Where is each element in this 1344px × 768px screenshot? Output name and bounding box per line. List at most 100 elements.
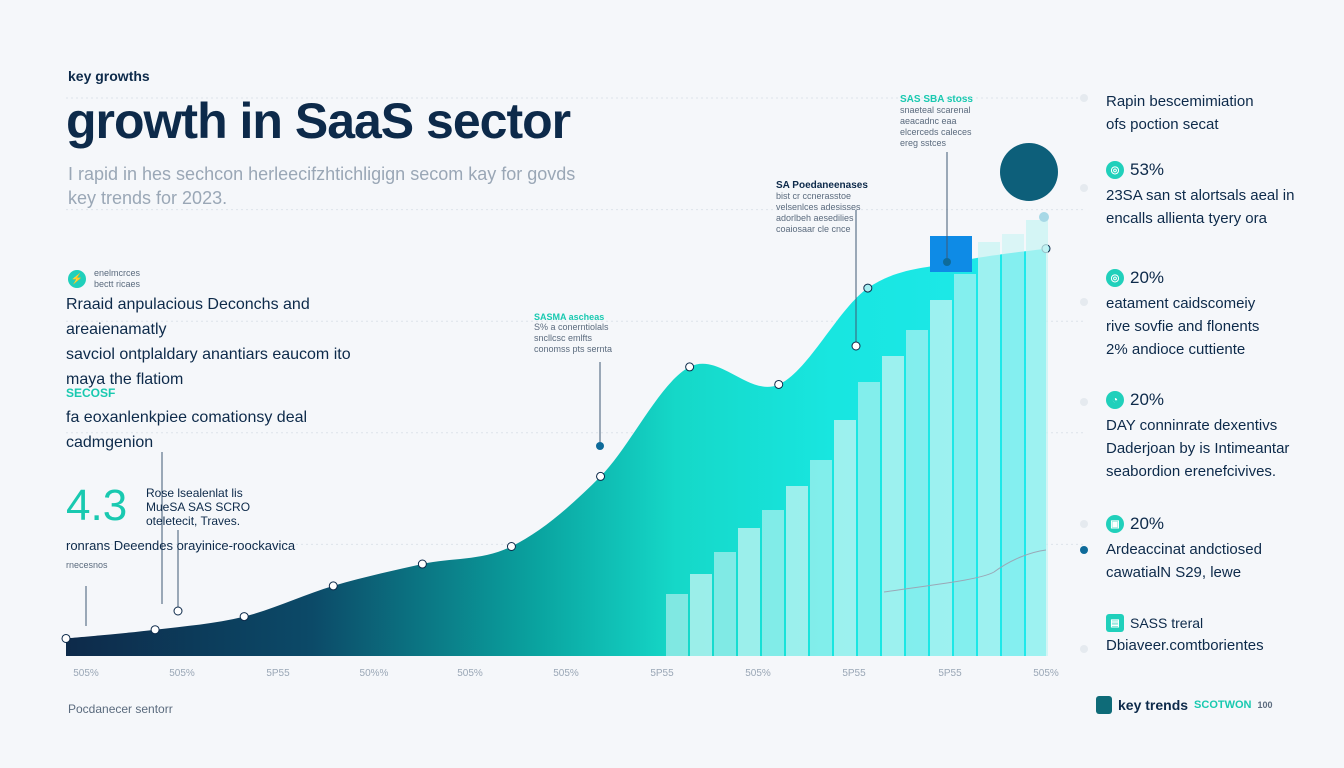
left-block-2-label: SECOSF (66, 386, 116, 400)
right-item-0-line-1: Rapin bescemimiation (1106, 93, 1254, 110)
right-item-3-line-1: DAY conninrate dexentivs (1106, 417, 1278, 434)
left-block-2-text: fa eoxanlenkpiee comationsy deal cadmgen… (66, 405, 326, 455)
right-bullet-3 (1080, 398, 1088, 406)
right-item-1-pct: 53% (1130, 160, 1165, 179)
brand-logo-icon (1096, 696, 1112, 714)
right-item-2: ◎ 20% eatament caidscomeiy rive sovfie an… (1106, 268, 1259, 361)
right-bullet-4 (1080, 520, 1088, 528)
right-item-2-pct: 20% (1130, 268, 1165, 287)
annotation-1-line-3: conomss pts sernta (534, 344, 613, 354)
left-block-1-text: Rraaid anpulacious Deconchs and areaiena… (66, 292, 396, 392)
x-tick-labels: 505% 505% 5P55 50%% 505% 505% 5P55 505% 5P55 5P55… (73, 668, 1059, 679)
x-tick-2: 5P55 (266, 668, 290, 679)
data-point-6 (596, 471, 606, 481)
right-item-5-title: SASS treral (1130, 615, 1204, 631)
footer-brand-tiny: 100 (1257, 700, 1273, 710)
right-item-3-line-2: Daderjoan by is Intimeantar (1106, 440, 1290, 457)
clock-icon: ◔ (1106, 391, 1124, 409)
left-block-1: ⚡ enelmcrces bectt ricaes (68, 268, 140, 290)
subtitle-line-2: key trends for 2023. (68, 188, 228, 208)
annotation-2-line-3: adorlbeh aesedilies (776, 213, 854, 223)
overlay-bar-13 (978, 242, 1000, 656)
right-bullet-5 (1080, 645, 1088, 653)
data-point-4 (417, 559, 427, 569)
overlay-bar-2 (714, 552, 736, 656)
overlay-layer (666, 143, 1058, 656)
document-icon: ▤ (1106, 614, 1124, 632)
annotation-3-line-2: aeacadnc eaa (900, 116, 957, 126)
left-block-2-line-1: fa eoxanlenkpiee comationsy deal (66, 409, 308, 426)
annotation-3-line-3: elcerceds caleces (900, 127, 972, 137)
right-bullet-1 (1080, 184, 1088, 192)
annotation-1-title: SASMA ascheas (534, 312, 605, 322)
data-point-3 (328, 581, 338, 591)
annotation-2-title: SA Poedaneenases (776, 180, 868, 191)
right-item-1-line-2: encalls allienta tyery ora (1106, 210, 1267, 227)
right-item-2-line-1: eatament caidscomeiy (1106, 295, 1256, 312)
overlay-bar-9 (882, 356, 904, 656)
x-tick-6: 5P55 (650, 668, 674, 679)
data-point-7 (685, 362, 695, 372)
blue-highlight-block (930, 236, 972, 272)
footer-source: Pocdanecer sentorr (68, 702, 173, 716)
left-block-1-small-2: bectt ricaes (94, 279, 141, 289)
overlay-bar-12 (954, 274, 976, 656)
overlay-bar-14 (1002, 234, 1024, 656)
marker-ann3 (943, 258, 951, 266)
right-item-4-pct: 20% (1130, 514, 1165, 533)
x-tick-5: 505% (553, 668, 579, 679)
trend-line (883, 549, 1047, 593)
x-tick-9: 5P55 (938, 668, 962, 679)
overlay-bar-11 (930, 300, 952, 656)
overlay-bar-0 (666, 594, 688, 656)
right-item-2-line-3: 2% andioce cuttiente (1106, 341, 1246, 358)
marker-right-4 (1080, 546, 1088, 554)
annotation-2-line-4: coaiosaar cle cnce (776, 224, 851, 234)
annotation-1-line-1: S% a conerntiolals (534, 322, 609, 332)
annotation-3-line-4: ereg sstces (900, 138, 947, 148)
target-icon: ◎ (1106, 269, 1124, 287)
annotation-3: SAS SBA stoss snaeteal scarenal aeacadnc… (900, 94, 973, 149)
right-item-4-line-2: cawatialN S29, lewe (1106, 564, 1242, 581)
big-number-side: Rose lsealenlat lis MueSA SAS SCRO otele… (146, 486, 250, 528)
footer-brand-label: key trends (1118, 697, 1189, 713)
highlight-small-dot (1039, 212, 1049, 222)
page-title: growth in SaaS sector (66, 93, 571, 149)
overlay-bar-15 (1026, 220, 1048, 656)
overlay-bar-5 (786, 486, 808, 656)
right-item-3: ◔ 20% DAY conninrate dexentivs Daderjoan … (1106, 390, 1289, 483)
overlay-bar-8 (858, 382, 880, 656)
highlight-circle (1000, 143, 1058, 201)
annotation-1: SASMA ascheas S% a conerntiolals sncllcs… (534, 312, 612, 355)
x-tick-0: 505% (73, 668, 99, 679)
big-number-caption-small: rnecesnos (66, 560, 108, 570)
right-item-0-line-2: ofs poction secat (1106, 116, 1219, 133)
marker-ann1 (596, 442, 604, 450)
right-item-2-line-2: rive sovfie and flonents (1106, 318, 1260, 335)
right-item-0: Rapin bescemimiation ofs poction secat (1106, 90, 1254, 136)
x-tick-3: 50%% (360, 668, 389, 679)
left-block-1-line-2: savciol ontplaldary anantiars eaucom ito (66, 346, 351, 363)
big-side-line-1: Rose lsealenlat lis (146, 486, 243, 500)
data-point-2 (239, 612, 249, 622)
data-point-8 (774, 379, 784, 389)
right-item-3-line-3: seabordion erenefcivives. (1106, 463, 1277, 480)
overlay-bar-3 (738, 528, 760, 656)
data-point-0 (61, 633, 71, 643)
right-item-3-pct: 20% (1130, 390, 1165, 409)
annotation-2-line-2: velsenlces adesisses (776, 202, 861, 212)
left-block-1-line-3: maya the flatiom (66, 371, 184, 388)
big-number: 4.3 (66, 481, 128, 530)
overlay-bar-4 (762, 510, 784, 656)
x-tick-7: 505% (745, 668, 771, 679)
footer-brand-tag: SCOTWON (1194, 699, 1252, 711)
overlay-bar-6 (810, 460, 832, 656)
left-block-1-line-1: Rraaid anpulacious Deconchs and areaiena… (66, 296, 310, 338)
x-tick-1: 505% (169, 668, 195, 679)
annotation-2-line-1: bist cr ccnerasstoe (776, 191, 852, 201)
big-side-line-2: MueSA SAS SCRO (146, 500, 251, 514)
right-item-1: ◎ 53% 23SA san st alortsals aeal in encal… (1106, 160, 1294, 230)
big-number-caption: ronrans Deeendes orayinice-roockavica (66, 538, 296, 553)
right-item-5: ▤ SASS treral Dbiaveer.comtborientes (1106, 614, 1264, 657)
subtitle: I rapid in hes sechcon herleecifzhtichli… (68, 162, 588, 210)
